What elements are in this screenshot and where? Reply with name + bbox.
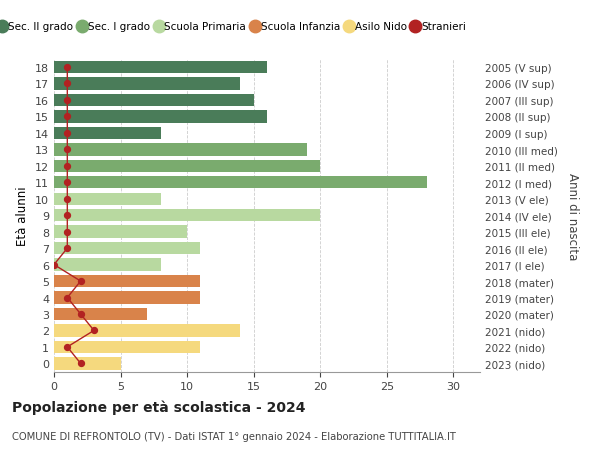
Point bbox=[62, 229, 72, 236]
Bar bbox=[54, 358, 121, 370]
Bar bbox=[54, 292, 200, 304]
Bar bbox=[54, 308, 147, 320]
Point bbox=[76, 278, 85, 285]
Bar bbox=[54, 62, 267, 74]
Bar bbox=[54, 111, 267, 123]
Bar bbox=[54, 341, 200, 353]
Bar bbox=[54, 193, 161, 206]
Bar bbox=[54, 177, 427, 189]
Point bbox=[62, 64, 72, 72]
Legend: Sec. II grado, Sec. I grado, Scuola Primaria, Scuola Infanzia, Asilo Nido, Stran: Sec. II grado, Sec. I grado, Scuola Prim… bbox=[0, 18, 470, 36]
Point bbox=[62, 179, 72, 186]
Point bbox=[62, 113, 72, 121]
Bar bbox=[54, 210, 320, 222]
Text: COMUNE DI REFRONTOLO (TV) - Dati ISTAT 1° gennaio 2024 - Elaborazione TUTTITALIA: COMUNE DI REFRONTOLO (TV) - Dati ISTAT 1… bbox=[12, 431, 456, 442]
Bar bbox=[54, 160, 320, 173]
Bar bbox=[54, 275, 200, 288]
Point bbox=[89, 327, 99, 335]
Bar bbox=[54, 226, 187, 238]
Bar bbox=[54, 259, 161, 271]
Point bbox=[62, 245, 72, 252]
Point bbox=[76, 311, 85, 318]
Bar bbox=[54, 144, 307, 156]
Point bbox=[62, 212, 72, 219]
Point bbox=[62, 97, 72, 104]
Bar bbox=[54, 242, 200, 255]
Bar bbox=[54, 95, 254, 107]
Point bbox=[62, 163, 72, 170]
Text: Popolazione per età scolastica - 2024: Popolazione per età scolastica - 2024 bbox=[12, 399, 305, 414]
Bar bbox=[54, 325, 241, 337]
Bar bbox=[54, 78, 241, 90]
Point bbox=[62, 294, 72, 302]
Point bbox=[62, 343, 72, 351]
Point bbox=[49, 261, 59, 269]
Point bbox=[62, 81, 72, 88]
Bar bbox=[54, 128, 161, 140]
Point bbox=[62, 196, 72, 203]
Point bbox=[62, 146, 72, 154]
Point bbox=[62, 130, 72, 137]
Y-axis label: Età alunni: Età alunni bbox=[16, 186, 29, 246]
Point bbox=[76, 360, 85, 367]
Y-axis label: Anni di nascita: Anni di nascita bbox=[566, 172, 579, 259]
